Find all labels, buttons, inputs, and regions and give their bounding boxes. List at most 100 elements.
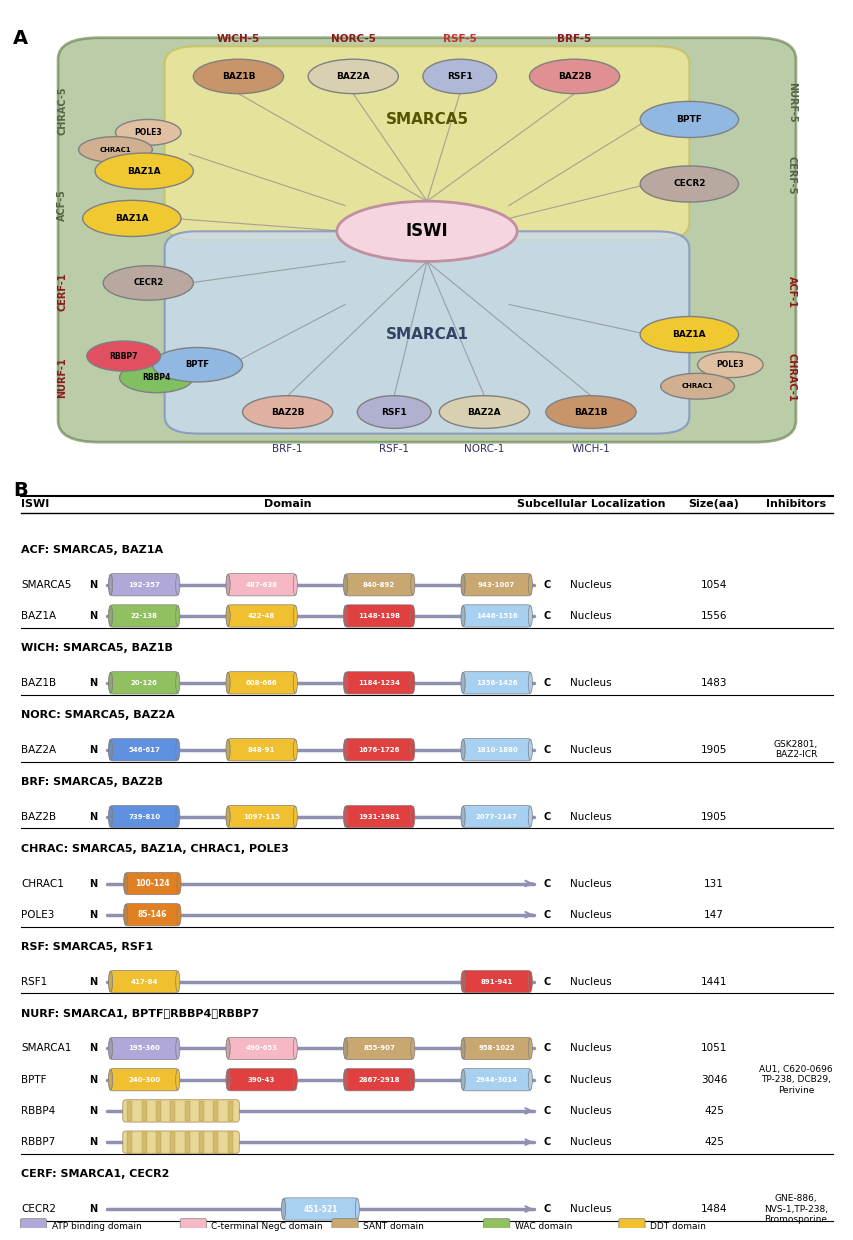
Ellipse shape <box>410 1038 415 1059</box>
Text: 192-357: 192-357 <box>128 582 160 588</box>
Ellipse shape <box>343 574 347 595</box>
Text: C: C <box>543 1204 550 1214</box>
FancyBboxPatch shape <box>345 672 413 694</box>
Text: 1184-1234: 1184-1234 <box>357 680 400 686</box>
Ellipse shape <box>226 1069 229 1090</box>
Text: C: C <box>543 611 550 621</box>
Ellipse shape <box>461 1069 465 1090</box>
Bar <box>170 1101 175 1121</box>
FancyBboxPatch shape <box>109 1069 178 1091</box>
Bar <box>199 1101 204 1121</box>
Bar <box>127 1101 132 1121</box>
Ellipse shape <box>108 739 113 760</box>
Text: N: N <box>90 878 97 889</box>
Ellipse shape <box>124 904 128 925</box>
Text: CERF-1: CERF-1 <box>57 273 67 311</box>
Text: CHRAC-1: CHRAC-1 <box>786 353 796 402</box>
Bar <box>184 1101 189 1121</box>
Ellipse shape <box>108 672 113 693</box>
Text: 417-84: 417-84 <box>131 978 158 985</box>
Text: WICH-1: WICH-1 <box>571 444 610 454</box>
Text: DDT domain: DDT domain <box>649 1221 705 1230</box>
Text: BAZ2B: BAZ2B <box>21 812 56 822</box>
Ellipse shape <box>193 60 283 94</box>
Text: ACF-5: ACF-5 <box>57 190 67 222</box>
Text: NORC-5: NORC-5 <box>330 35 375 45</box>
FancyBboxPatch shape <box>332 1219 357 1234</box>
Text: C: C <box>543 745 550 755</box>
Text: N: N <box>90 745 97 755</box>
Ellipse shape <box>108 971 113 992</box>
Text: ISWI: ISWI <box>405 222 448 241</box>
Text: Nucleus: Nucleus <box>570 878 611 889</box>
Text: CHRAC1: CHRAC1 <box>681 383 712 389</box>
Text: NURF: SMARCA1, BPTF、RBBP4、RBBP7: NURF: SMARCA1, BPTF、RBBP4、RBBP7 <box>21 1008 259 1018</box>
Ellipse shape <box>226 1069 229 1090</box>
Ellipse shape <box>336 201 517 262</box>
Text: Nucleus: Nucleus <box>570 1106 611 1116</box>
Text: 451-521: 451-521 <box>303 1204 337 1214</box>
Text: 608-666: 608-666 <box>246 680 277 686</box>
Text: SMARCA1: SMARCA1 <box>21 1044 72 1054</box>
Text: 422-48: 422-48 <box>247 613 275 619</box>
Text: 891-941: 891-941 <box>480 978 512 985</box>
Ellipse shape <box>343 739 347 760</box>
Text: 20-126: 20-126 <box>131 680 158 686</box>
Text: 1905: 1905 <box>700 812 726 822</box>
Text: RBBP7: RBBP7 <box>109 352 137 361</box>
Ellipse shape <box>108 806 113 827</box>
Ellipse shape <box>293 574 297 595</box>
Ellipse shape <box>108 605 113 626</box>
Ellipse shape <box>528 739 531 760</box>
Text: CHRAC: SMARCA5, BAZ1A, CHRAC1, POLE3: CHRAC: SMARCA5, BAZ1A, CHRAC1, POLE3 <box>21 843 288 853</box>
Ellipse shape <box>108 806 113 827</box>
FancyBboxPatch shape <box>345 1069 413 1091</box>
Text: 147: 147 <box>703 910 723 920</box>
Ellipse shape <box>293 1038 297 1059</box>
Ellipse shape <box>176 1069 180 1090</box>
Ellipse shape <box>640 316 738 352</box>
Ellipse shape <box>226 672 229 693</box>
Text: C: C <box>543 1106 550 1116</box>
Text: 1441: 1441 <box>699 977 727 987</box>
Text: BAZ1B: BAZ1B <box>573 408 607 417</box>
Ellipse shape <box>461 672 465 693</box>
FancyBboxPatch shape <box>461 605 531 627</box>
Bar <box>213 1101 218 1121</box>
Ellipse shape <box>528 1069 531 1090</box>
Ellipse shape <box>95 153 193 190</box>
Ellipse shape <box>226 739 229 760</box>
Ellipse shape <box>357 396 431 428</box>
Text: C-terminal NegC domain: C-terminal NegC domain <box>212 1221 322 1230</box>
Ellipse shape <box>461 971 465 992</box>
Text: RSF-1: RSF-1 <box>379 444 409 454</box>
Ellipse shape <box>355 1199 359 1219</box>
FancyBboxPatch shape <box>461 672 531 694</box>
Ellipse shape <box>697 352 763 378</box>
Text: 390-43: 390-43 <box>247 1076 275 1083</box>
Text: C: C <box>543 678 550 688</box>
Ellipse shape <box>176 1038 180 1059</box>
Ellipse shape <box>410 739 415 760</box>
Text: BAZ2A: BAZ2A <box>467 408 501 417</box>
Ellipse shape <box>410 1069 415 1090</box>
Text: RBBP4: RBBP4 <box>142 373 171 382</box>
Text: 3046: 3046 <box>700 1075 726 1085</box>
Bar <box>156 1132 160 1152</box>
Text: C: C <box>543 910 550 920</box>
Text: Nucleus: Nucleus <box>570 678 611 688</box>
Ellipse shape <box>124 873 128 894</box>
Ellipse shape <box>343 574 347 595</box>
Text: 958-1022: 958-1022 <box>478 1045 514 1052</box>
Bar <box>199 1132 204 1152</box>
FancyBboxPatch shape <box>227 1038 296 1060</box>
Text: NORC-1: NORC-1 <box>464 444 504 454</box>
Bar <box>156 1101 160 1121</box>
Ellipse shape <box>660 373 734 399</box>
Text: 739-810: 739-810 <box>128 813 160 820</box>
Text: 1931-1981: 1931-1981 <box>357 813 400 820</box>
Bar <box>213 1132 218 1152</box>
Text: 546-617: 546-617 <box>128 746 160 753</box>
FancyBboxPatch shape <box>227 672 296 694</box>
FancyBboxPatch shape <box>109 971 178 993</box>
